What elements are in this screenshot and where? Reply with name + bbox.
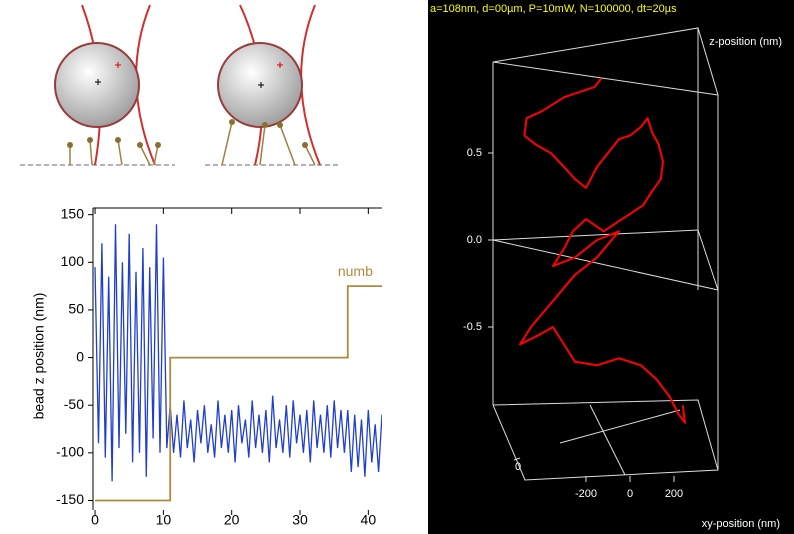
- y-axis-title: bead z position (nm): [31, 293, 47, 420]
- box-wireframe: [492, 27, 719, 481]
- panel-3d: [428, 0, 794, 534]
- x-tick-label: -200: [575, 488, 597, 500]
- depth-tick-label: 0: [515, 461, 521, 473]
- series-label: numb: [338, 263, 373, 279]
- x-tick-label: 10: [156, 512, 172, 528]
- y-tick-label: -150: [56, 491, 84, 507]
- x-tick-label: 20: [224, 512, 240, 528]
- y-tick-label: 100: [61, 253, 85, 269]
- depth-tick: [513, 457, 521, 461]
- y-tick-label: 150: [61, 205, 85, 221]
- series-line: [94, 224, 382, 482]
- chart-title: a=108nm, d=00µm, P=10mW, N=100000, dt=20…: [430, 3, 677, 15]
- z-tick-label: 0.0: [467, 234, 482, 246]
- y-tick-label: 50: [68, 301, 84, 317]
- x-tick-label: 30: [292, 512, 308, 528]
- series-line: [95, 285, 382, 502]
- z-axis-title: z-position (nm): [709, 36, 782, 48]
- x-tick-label: 40: [361, 512, 377, 528]
- x-tick-label: 0: [91, 512, 99, 528]
- walk-line: [519, 77, 686, 424]
- z-tick-label: -0.5: [463, 321, 482, 333]
- z-tick-label: 0.5: [467, 147, 482, 159]
- x-tick-label: 0: [627, 488, 633, 500]
- x-tick-label: 200: [665, 488, 683, 500]
- y-tick-label: -50: [64, 396, 84, 412]
- x-axis-title: xy-position (nm): [702, 518, 780, 530]
- y-tick-label: 0: [76, 348, 84, 364]
- y-tick-label: -100: [56, 444, 84, 460]
- bead-illustration: [20, 4, 340, 166]
